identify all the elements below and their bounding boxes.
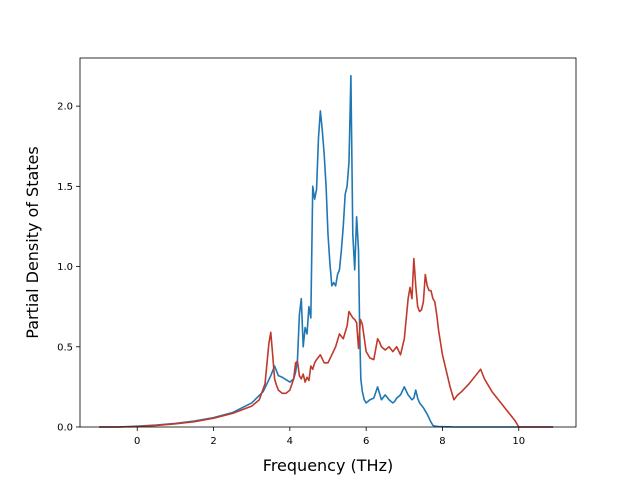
y-tick-label: 0.0 [57,423,73,434]
series-layer [99,74,554,428]
x-tick-label: 4 [287,436,293,447]
x-tick-label: 10 [512,436,525,447]
x-axis-label: Frequency (THz) [263,456,393,475]
y-tick-label: 1.5 [57,182,73,193]
series-line-1 [99,74,554,428]
x-tick-label: 2 [210,436,216,447]
x-tick-label: 0 [134,436,140,447]
y-axis-label: Partial Density of States [23,146,42,338]
series-line-2 [99,257,554,428]
ticks-layer: 0 2 4 6 8 10 0.0 0.5 1.0 1.5 2.0 [57,102,525,447]
y-tick-label: 2.0 [57,102,73,113]
plot-frame [79,57,577,428]
x-tick-label: 6 [363,436,369,447]
x-tick-label: 8 [439,436,445,447]
y-tick-label: 0.5 [57,342,73,353]
y-tick-label: 1.0 [57,262,73,273]
